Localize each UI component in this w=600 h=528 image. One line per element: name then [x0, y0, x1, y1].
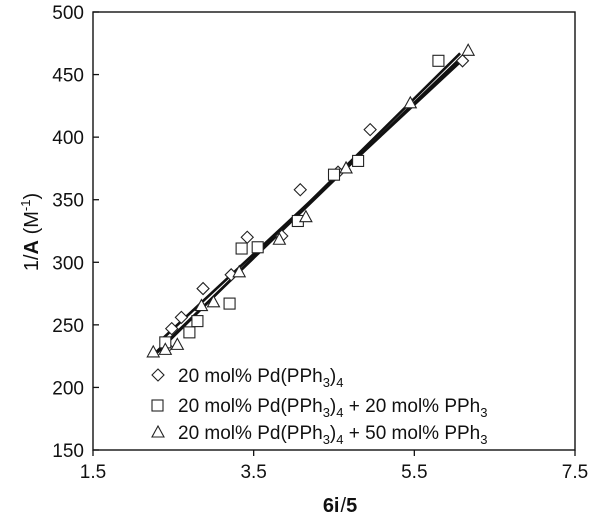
data-point-triangle: [194, 298, 209, 312]
data-point-diamond: [240, 230, 255, 245]
x-tick-label: 7.5: [562, 462, 588, 483]
data-point-diamond: [174, 310, 189, 325]
y-tick-label: 300: [52, 253, 84, 274]
x-axis-title: 6i/5: [323, 495, 357, 517]
data-point-diamond: [164, 321, 179, 336]
data-point-square: [235, 242, 248, 255]
data-point-diamond: [363, 122, 377, 137]
data-point-triangle: [206, 294, 221, 308]
data-point-square: [327, 168, 341, 181]
data-point-diamond: [293, 182, 308, 197]
data-point-square: [251, 241, 264, 254]
data-point-triangle: [339, 160, 353, 174]
data-point-triangle: [158, 342, 173, 355]
axis-ticks: [92, 11, 576, 456]
data-point-square: [183, 326, 196, 339]
y-tick-label: 350: [52, 191, 84, 212]
data-point-triangle: [298, 209, 313, 223]
data-point-diamond: [196, 281, 210, 296]
data-point-triangle: [403, 95, 418, 109]
data-point-triangle: [461, 43, 476, 56]
y-tick-label: 400: [52, 128, 84, 149]
x-tick-label: 1.5: [80, 462, 106, 483]
data-point-square: [223, 297, 236, 310]
y-tick-label: 200: [52, 378, 84, 399]
y-tick-label: 450: [52, 66, 84, 87]
fit-line-triangle: [152, 49, 470, 356]
legend-label-3: 20 mol% Pd(PPh3)4 + 50 mol% PPh3: [178, 423, 488, 447]
legend-item-diamond: 20 mol% Pd(PPh3)4: [151, 366, 343, 390]
legend-item-triangle: 20 mol% Pd(PPh3)4 + 50 mol% PPh3: [151, 423, 488, 447]
legend-square-marker: [151, 399, 164, 412]
y-tick-label: 150: [52, 441, 84, 462]
y-tick-label: 250: [52, 316, 84, 337]
data-markers: [146, 43, 476, 358]
data-point-triangle: [146, 344, 161, 358]
x-tick-label: 3.5: [240, 462, 266, 483]
legend-label-2: 20 mol% Pd(PPh3)4 + 20 mol% PPh3: [178, 396, 488, 420]
legend-label-1: 20 mol% Pd(PPh3)4: [178, 366, 343, 390]
y-tick-label: 500: [52, 3, 84, 24]
data-point-diamond: [455, 54, 470, 68]
legend-diamond-marker: [151, 368, 165, 382]
data-point-triangle: [232, 264, 247, 278]
legend-item-square: 20 mol% Pd(PPh3)4 + 20 mol% PPh3: [151, 396, 488, 420]
y-axis-title: 1/A (M-1): [18, 193, 43, 271]
legend-triangle-marker: [151, 424, 165, 438]
tick-labels: 150 200 250 300 350 400 450 500 1.5 3.5 5.5 7.5: [52, 3, 588, 483]
plot-frame: [92, 11, 576, 451]
data-point-triangle: [272, 232, 287, 245]
data-point-square: [432, 54, 445, 67]
legend: 20 mol% Pd(PPh3)4 20 mol% Pd(PPh3)4 + 20…: [151, 366, 488, 447]
data-point-square: [191, 315, 204, 328]
data-point-triangle: [170, 337, 185, 350]
x-tick-label: 5.5: [401, 462, 427, 483]
data-point-square: [352, 154, 365, 167]
